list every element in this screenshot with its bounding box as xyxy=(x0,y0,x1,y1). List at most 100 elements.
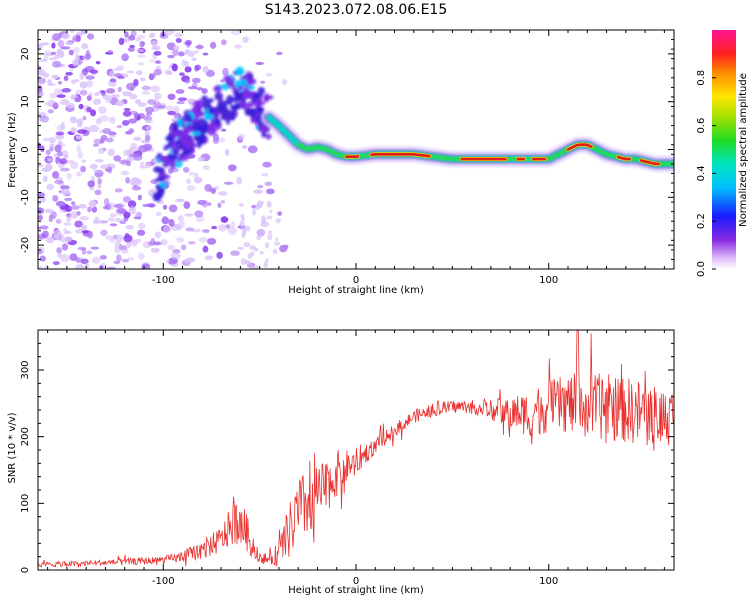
spectrogram-noise-blob xyxy=(114,245,121,254)
spectrogram-noise-blob xyxy=(71,201,76,206)
spectrogram-noise-blob xyxy=(261,215,266,221)
spectrogram-noise-blob xyxy=(158,104,166,109)
snr-ytick-label: 0 xyxy=(20,567,31,573)
spectrogram-noise-blob xyxy=(175,89,185,94)
spectrogram-noise-blob xyxy=(128,118,138,124)
spectrogram-noise-blob xyxy=(75,135,83,140)
spectrogram-noise-blob xyxy=(47,109,54,114)
spectrogram-noise-blob xyxy=(177,51,185,57)
spectrogram-noise-blob xyxy=(99,89,106,94)
spectrogram-noise-blob xyxy=(105,163,116,170)
spectrogram-noise-blob xyxy=(57,80,63,85)
spectrogram-ridge-blob xyxy=(249,102,254,107)
spectrogram-noise-blob xyxy=(187,50,195,58)
spectrogram-noise-blob xyxy=(49,143,55,147)
spectrogram-noise-blob xyxy=(92,98,102,105)
spectrogram-noise-blob xyxy=(162,204,168,210)
spectrogram-noise-blob xyxy=(145,162,151,169)
spectrogram-noise-blob xyxy=(275,218,282,224)
spectrogram-noise-blob xyxy=(113,203,124,208)
spectrogram-noise-blob xyxy=(133,136,142,141)
spectrogram-noise-blob xyxy=(141,85,151,91)
spectrogram-noise-blob xyxy=(174,33,183,38)
spectrogram-noise-blob xyxy=(55,218,62,224)
spectrogram-noise-blob xyxy=(224,181,234,185)
spectrogram-noise-blob xyxy=(38,249,44,255)
spectrogram-noise-blob xyxy=(204,255,214,261)
spectrogram-noise-blob xyxy=(155,211,162,217)
spectrogram-noise-blob xyxy=(123,234,133,243)
spectrogram-noise-blob xyxy=(85,52,92,60)
spectrogram-noise-blob xyxy=(230,250,240,256)
colorbar-tick-label: 0.8 xyxy=(696,70,707,86)
spectrogram-noise-blob xyxy=(138,222,146,230)
spectrogram-noise-blob xyxy=(38,207,45,215)
spectrogram-noise-blob xyxy=(79,89,88,96)
spectrogram-noise-blob xyxy=(207,202,212,206)
spectrogram-noise-blob xyxy=(171,118,179,122)
spectrogram-noise-blob xyxy=(38,164,44,168)
spectrogram-xlabel: Height of straight line (km) xyxy=(288,285,424,296)
spectrogram-noise-blob xyxy=(113,67,123,71)
spectrogram-ridge-blob xyxy=(204,110,210,120)
spectrogram-noise-blob xyxy=(57,50,65,59)
spectrogram-noise-blob xyxy=(135,70,143,76)
spectrogram-noise-blob xyxy=(109,134,116,139)
spectrogram-noise-blob xyxy=(61,88,72,93)
spectrogram-ridge-blob xyxy=(188,144,197,149)
spectrogram-noise-blob xyxy=(117,75,125,80)
spectrogram-noise-blob xyxy=(194,64,202,71)
spectrogram-noise-blob xyxy=(240,214,245,219)
spectrogram-noise-blob xyxy=(81,159,87,163)
spectrogram-noise-blob xyxy=(154,231,162,239)
spectrogram-noise-blob xyxy=(191,77,201,84)
spectrogram-noise-blob xyxy=(261,173,269,177)
spectrogram-noise-blob xyxy=(115,100,124,107)
snr-xtick-label: -100 xyxy=(152,576,175,587)
spectrogram-noise-blob xyxy=(53,179,64,184)
snr-xlabel: Height of straight line (km) xyxy=(288,585,424,596)
spectrogram-ridge-blob xyxy=(159,182,168,188)
spectrogram-noise-blob xyxy=(171,63,178,72)
spectrogram-noise-blob xyxy=(70,30,75,34)
spectrogram-noise-blob xyxy=(113,260,121,265)
spectrogram-noise-blob xyxy=(72,35,82,41)
spectrogram-noise-blob xyxy=(185,257,196,263)
spectrogram-noise-blob xyxy=(249,251,255,257)
spectrogram-noise-blob xyxy=(70,127,77,134)
spectrogram-noise-blob xyxy=(78,204,87,208)
spectrogram-noise-blob xyxy=(116,207,126,214)
snr-panel: -100 0 100 0 100 200 300 Height of straight li… xyxy=(7,329,675,596)
snr-xtick-label: 0 xyxy=(353,576,359,587)
spectrogram-noise-blob xyxy=(120,170,130,176)
spectrogram-noise-blob xyxy=(38,77,46,85)
spectrogram-noise-blob xyxy=(195,45,204,49)
spectrogram-noise-blob xyxy=(87,180,95,188)
spectrogram-noise-blob xyxy=(66,159,75,164)
spectrogram-noise-blob xyxy=(110,94,120,98)
spectrogram-plot-area xyxy=(38,30,674,269)
spectrogram-noise-blob xyxy=(133,216,142,220)
spectrogram-ridge-blob xyxy=(177,117,183,127)
spectrogram-noise-blob xyxy=(185,78,191,84)
spectrogram-ridge-blob xyxy=(248,107,257,117)
spectrogram-noise-blob xyxy=(91,206,98,213)
spectrogram-ridge-blob xyxy=(214,118,221,126)
spectrogram-xtick-label: -100 xyxy=(152,275,175,286)
spectrogram-noise-blob xyxy=(218,137,226,143)
colorbar-label: Normalized spectral amplitude xyxy=(738,73,749,227)
spectrogram-noise-blob xyxy=(76,31,82,37)
spectrogram-noise-blob xyxy=(249,245,257,251)
spectrogram-noise-blob xyxy=(51,60,62,68)
spectrogram-noise-blob xyxy=(70,80,77,85)
spectrogram-noise-blob xyxy=(145,106,155,113)
spectrogram-noise-blob xyxy=(142,143,153,151)
spectrogram-noise-blob xyxy=(70,205,80,210)
spectrogram-ridge-blob xyxy=(235,66,245,77)
spectrogram-noise-blob xyxy=(38,90,44,98)
spectrogram-noise-blob xyxy=(86,79,94,88)
spectrogram-ridge-cores xyxy=(344,142,661,166)
spectrogram-noise-blob xyxy=(90,109,97,117)
spectrogram-noise-blob xyxy=(44,102,51,106)
spectrogram-noise-blob xyxy=(202,229,210,234)
